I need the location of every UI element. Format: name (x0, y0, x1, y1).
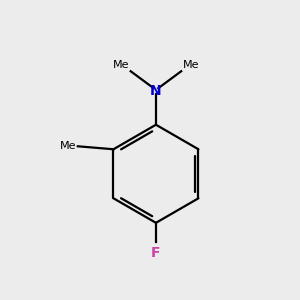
Text: F: F (151, 246, 161, 260)
Text: Me: Me (113, 60, 129, 70)
Text: Me: Me (60, 141, 76, 151)
Text: N: N (150, 84, 162, 98)
Text: Me: Me (183, 60, 199, 70)
